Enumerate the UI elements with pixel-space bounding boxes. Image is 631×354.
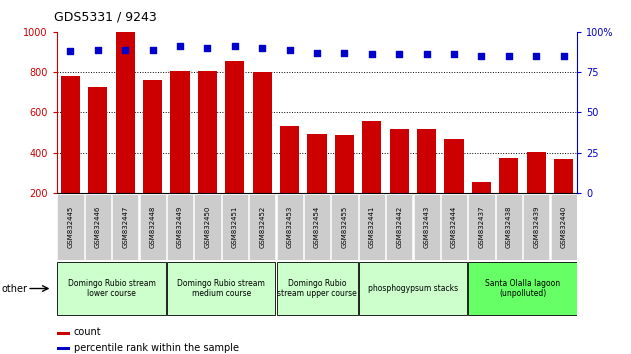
Bar [472,182,491,193]
Text: Domingo Rubio stream
lower course: Domingo Rubio stream lower course [68,279,155,298]
Bar [527,152,546,193]
Text: GSM832440: GSM832440 [561,205,567,248]
Text: Domingo Rubio
stream upper course: Domingo Rubio stream upper course [277,279,357,298]
Bar [550,194,577,259]
Bar [468,262,577,315]
Bar [85,194,111,259]
Bar [304,194,330,259]
Bar [276,194,303,259]
Bar [225,61,244,193]
Bar [57,194,84,259]
Text: GDS5331 / 9243: GDS5331 / 9243 [54,10,156,23]
Bar [112,194,138,259]
Bar [413,194,440,259]
Point [148,47,158,52]
Text: GSM832439: GSM832439 [533,205,540,248]
Bar [358,194,385,259]
Point [257,45,268,51]
Bar [249,194,276,259]
Point [476,53,487,59]
Text: GSM832450: GSM832450 [204,205,211,248]
Text: GSM832437: GSM832437 [478,205,485,248]
Point [558,53,569,59]
Text: count: count [74,327,102,337]
Text: GSM832448: GSM832448 [150,205,156,248]
Bar [331,194,358,259]
Text: GSM832452: GSM832452 [259,205,265,248]
Bar [499,158,519,193]
Bar [252,72,272,193]
Point [504,53,514,59]
Point [367,52,377,57]
Text: GSM832438: GSM832438 [506,205,512,248]
Bar [88,87,107,193]
Bar [335,135,354,193]
Bar [386,194,413,259]
Text: phosphogypsum stacks: phosphogypsum stacks [368,284,458,293]
Point [394,52,404,57]
Text: GSM832454: GSM832454 [314,205,320,248]
Text: percentile rank within the sample: percentile rank within the sample [74,343,239,353]
Text: GSM832446: GSM832446 [95,205,101,248]
Bar [221,194,248,259]
Text: GSM832449: GSM832449 [177,205,183,248]
Bar [390,129,409,193]
Point [66,48,76,54]
Point [422,52,432,57]
Bar [115,32,135,193]
Text: Domingo Rubio stream
medium course: Domingo Rubio stream medium course [177,279,265,298]
Text: GSM832442: GSM832442 [396,205,403,248]
Text: GSM832445: GSM832445 [68,205,73,248]
Bar [362,121,382,193]
Bar [61,76,80,193]
Bar [468,194,495,259]
Bar [194,194,221,259]
Bar [57,332,70,335]
Bar [139,194,166,259]
Text: GSM832455: GSM832455 [341,205,348,248]
Bar [496,194,522,259]
Bar [441,194,467,259]
Bar [444,138,464,193]
Bar [280,126,299,193]
Text: GSM832443: GSM832443 [423,205,430,248]
Point [121,47,131,52]
Bar [57,348,70,350]
Bar [417,129,436,193]
Bar [358,262,467,315]
Point [312,50,322,56]
Point [339,50,350,56]
Point [285,47,295,52]
Point [175,44,185,49]
Point [230,44,240,49]
Text: GSM832453: GSM832453 [286,205,293,248]
Point [93,47,103,52]
Bar [57,262,166,315]
Text: GSM832451: GSM832451 [232,205,238,248]
Point [531,53,541,59]
Bar [523,194,550,259]
Bar [143,80,162,193]
Bar [167,262,276,315]
Point [449,52,459,57]
Text: GSM832447: GSM832447 [122,205,128,248]
Point [203,45,213,51]
Bar [170,70,190,193]
Text: GSM832441: GSM832441 [369,205,375,248]
Bar [167,194,193,259]
Text: Santa Olalla lagoon
(unpolluted): Santa Olalla lagoon (unpolluted) [485,279,560,298]
Bar [307,133,327,193]
Text: GSM832444: GSM832444 [451,205,457,248]
Bar [198,70,217,193]
Text: other: other [1,284,27,293]
Bar [276,262,358,315]
Bar [554,159,573,193]
